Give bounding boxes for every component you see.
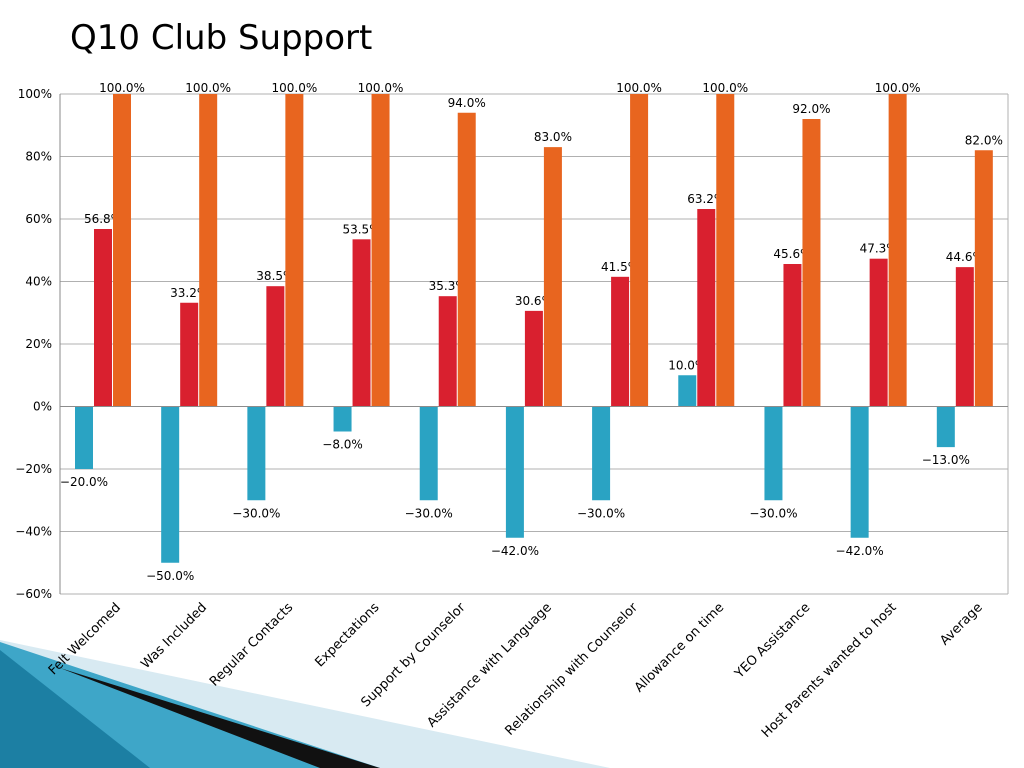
bar (419, 406, 438, 501)
x-category-label: Regular Contacts (207, 600, 296, 689)
y-tick-label: 20% (25, 337, 52, 351)
bar (285, 94, 304, 407)
y-tick-label: 60% (25, 212, 52, 226)
data-label: 92.0% (792, 102, 830, 116)
data-label: −13.0% (922, 453, 970, 467)
bar (611, 276, 630, 407)
bar (524, 310, 543, 407)
bar (850, 406, 869, 538)
bar (75, 406, 93, 469)
bar (888, 94, 907, 407)
y-tick-label: 40% (25, 275, 52, 289)
bar (716, 94, 735, 407)
data-label: −30.0% (405, 506, 453, 520)
y-tick-label: −20% (15, 462, 52, 476)
bar (764, 406, 783, 501)
data-label: −42.0% (491, 544, 539, 558)
x-category-label: Expectations (312, 600, 382, 670)
data-label: 38.5% (256, 269, 294, 283)
y-tick-label: 100% (18, 87, 52, 101)
data-label: 100.0% (185, 81, 231, 95)
data-label: 100.0% (271, 81, 317, 95)
data-label: 41.5% (601, 260, 639, 274)
bar (180, 302, 199, 407)
bar (783, 264, 802, 407)
data-label: 83.0% (534, 130, 572, 144)
bar (974, 150, 993, 407)
bar (333, 406, 352, 432)
data-label: 63.2% (687, 192, 725, 206)
bar (94, 229, 112, 407)
y-tick-label: −60% (15, 587, 52, 601)
y-tick-label: 80% (25, 150, 52, 164)
bar (113, 94, 131, 407)
y-tick-label: 0% (33, 400, 52, 414)
x-category-label: Allowance on time (632, 600, 727, 695)
x-category-label: Average (937, 600, 985, 648)
bar (199, 94, 218, 407)
data-label: 56.8% (84, 212, 122, 226)
bar (802, 119, 821, 407)
bar (955, 267, 974, 407)
bar (543, 147, 562, 407)
bar (371, 94, 390, 407)
data-label: 100.0% (358, 81, 404, 95)
data-label: 45.6% (773, 247, 811, 261)
data-label: 100.0% (616, 81, 662, 95)
bar (457, 112, 476, 407)
x-category-label: YEO Assistance (731, 600, 813, 682)
bar (247, 406, 266, 501)
data-label: 10.0% (668, 358, 706, 372)
bar (592, 406, 611, 501)
data-label: 44.6% (946, 250, 984, 264)
bar (630, 94, 649, 407)
data-label: −8.0% (322, 438, 363, 452)
data-label: 35.3% (429, 279, 467, 293)
bar (266, 286, 285, 407)
data-label: 53.5% (342, 222, 380, 236)
bar (678, 375, 697, 407)
data-label: 100.0% (875, 81, 921, 95)
bar (352, 239, 371, 407)
data-label: 94.0% (448, 96, 486, 110)
bar (869, 258, 888, 407)
data-label: −30.0% (232, 506, 280, 520)
data-label: 33.2% (170, 286, 208, 300)
x-category-label: Host Parents wanted to host (759, 600, 900, 741)
data-label: −20.0% (60, 475, 108, 489)
slide-title: Q10 Club Support (70, 18, 373, 58)
y-tick-label: −40% (15, 525, 52, 539)
bar (697, 209, 716, 407)
bar (505, 406, 524, 538)
data-label: 100.0% (702, 81, 748, 95)
bar (161, 406, 180, 563)
data-label: −42.0% (836, 544, 884, 558)
data-label: 100.0% (99, 81, 145, 95)
data-label: 47.3% (860, 242, 898, 256)
data-label: −50.0% (146, 569, 194, 583)
data-label: 82.0% (965, 133, 1003, 147)
data-label: 30.6% (515, 294, 553, 308)
bar (438, 296, 457, 407)
x-category-label: Was Included (138, 600, 210, 672)
data-label: −30.0% (749, 506, 797, 520)
x-category-label: Felt Welcomed (46, 600, 124, 678)
data-label: −30.0% (577, 506, 625, 520)
bar (936, 406, 955, 448)
